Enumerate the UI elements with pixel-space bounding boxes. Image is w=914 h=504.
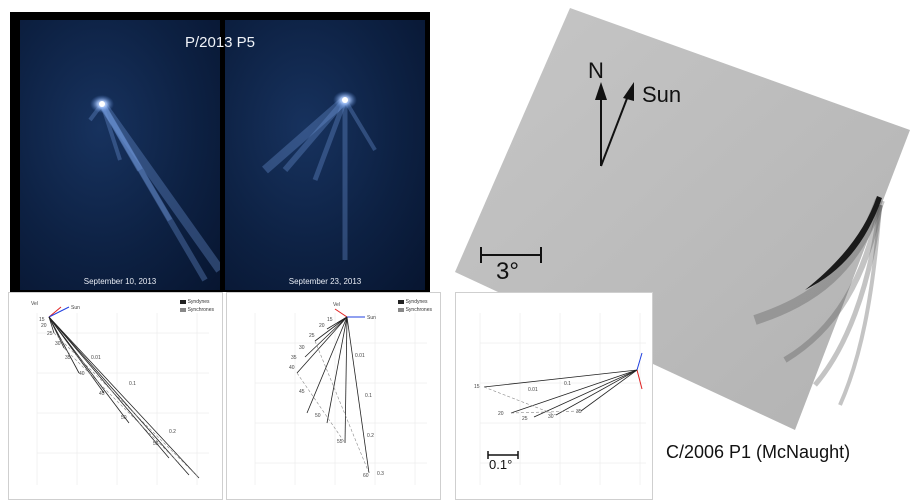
svg-text:25: 25 xyxy=(522,416,528,422)
scale-bar-label: 3° xyxy=(496,258,519,285)
comet-tails-left xyxy=(88,95,224,282)
syndyne-plot-3: 15 20 25 30 35 0.01 0.1 xyxy=(455,292,653,500)
svg-text:0.1: 0.1 xyxy=(365,393,372,399)
svg-text:50: 50 xyxy=(315,413,321,419)
svg-text:0.3: 0.3 xyxy=(377,471,384,477)
svg-text:0.01: 0.01 xyxy=(355,353,365,359)
hubble-title: P/2013 P5 xyxy=(184,34,256,51)
svg-text:45: 45 xyxy=(99,391,105,397)
svg-text:0.1: 0.1 xyxy=(564,381,571,387)
svg-text:15: 15 xyxy=(474,384,480,390)
frame-date-right: September 23, 2013 xyxy=(288,277,362,286)
svg-text:55: 55 xyxy=(337,439,343,445)
svg-text:35: 35 xyxy=(576,409,582,415)
svg-text:35: 35 xyxy=(65,355,71,361)
comet-tails-right xyxy=(262,91,377,260)
svg-text:0.2: 0.2 xyxy=(367,433,374,439)
svg-text:60: 60 xyxy=(363,473,369,479)
svg-text:40: 40 xyxy=(79,371,85,377)
svg-text:20: 20 xyxy=(319,323,325,329)
plot2-diagram: Vel Sun 15 20 25 30 35 40 45 50 55 60 0.… xyxy=(254,302,427,485)
svg-text:Sun: Sun xyxy=(71,305,80,311)
svg-text:55: 55 xyxy=(153,441,159,447)
svg-text:30: 30 xyxy=(55,341,61,347)
svg-text:Sun: Sun xyxy=(367,315,376,321)
svg-text:0.01: 0.01 xyxy=(91,355,101,361)
svg-text:Vel: Vel xyxy=(31,301,38,307)
svg-text:20: 20 xyxy=(41,323,47,329)
svg-text:15: 15 xyxy=(39,317,45,323)
plot3-diagram: 15 20 25 30 35 0.01 0.1 xyxy=(474,313,646,485)
plot2-legend: Syndynes Synchrones xyxy=(397,299,432,315)
north-label: N xyxy=(588,58,604,83)
svg-text:20: 20 xyxy=(498,411,504,417)
inset-scale-label: 0.1° xyxy=(489,457,513,472)
svg-text:25: 25 xyxy=(47,331,53,337)
svg-text:0.2: 0.2 xyxy=(169,429,176,435)
svg-text:45: 45 xyxy=(299,389,305,395)
hubble-image-panel: September 10, 2013 September 23, 2013 xyxy=(10,12,430,292)
syndyne-plot-1: Syndynes Synchrones Vel Sun 15 20 25 30 xyxy=(8,292,223,500)
sun-direction-label: Sun xyxy=(642,82,682,107)
svg-text:0.1: 0.1 xyxy=(129,381,136,387)
svg-text:Vel: Vel xyxy=(333,302,340,308)
svg-text:15: 15 xyxy=(327,317,333,323)
plot1-diagram: Vel Sun 15 20 25 30 35 40 45 50 55 0.01 … xyxy=(31,301,209,485)
plot1-legend: Syndynes Synchrones xyxy=(179,299,214,315)
svg-text:0.01: 0.01 xyxy=(528,387,538,393)
frame-date-left: September 10, 2013 xyxy=(83,277,157,286)
comet-image-sep10: September 10, 2013 xyxy=(20,20,224,290)
svg-text:30: 30 xyxy=(299,345,305,351)
syndyne-plot-2: Syndynes Synchrones Vel Sun 15 20 25 30 xyxy=(226,292,441,500)
svg-text:35: 35 xyxy=(291,355,297,361)
svg-text:40: 40 xyxy=(289,365,295,371)
svg-text:50: 50 xyxy=(121,415,127,421)
svg-text:25: 25 xyxy=(309,333,315,339)
comet-image-sep23: September 23, 2013 xyxy=(225,20,425,290)
mcnaught-name-label: C/2006 P1 (McNaught) xyxy=(666,442,851,462)
svg-text:30: 30 xyxy=(548,414,554,420)
